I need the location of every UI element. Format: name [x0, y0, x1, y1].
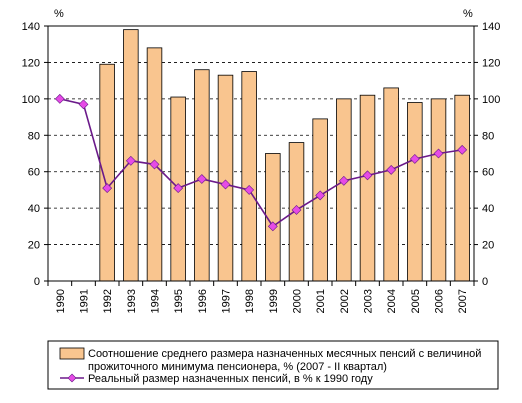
legend-bar-label-line-1: Соотношение среднего размера назначенных… [88, 348, 481, 360]
legend-bar-swatch [59, 347, 85, 360]
y-axis-left-tick-label: 100 [22, 94, 40, 106]
y-axis-left-tick-label: 80 [28, 130, 40, 142]
x-axis-tick-label: 2006 [434, 289, 446, 313]
y-axis-left-tick-label: 120 [22, 57, 40, 69]
y-axis-right-tick-label: 100 [482, 94, 500, 106]
line-point [362, 170, 373, 181]
x-axis-tick-label: 2002 [339, 289, 351, 313]
y-axis-right-tick-label: 60 [482, 167, 494, 179]
bar [359, 94, 376, 282]
line-point [386, 164, 397, 175]
line-point [244, 185, 255, 195]
line-point [78, 99, 89, 110]
x-axis-tick-label: 2000 [292, 289, 304, 313]
bar [217, 74, 234, 282]
y-axis-left-tick-label: 20 [28, 240, 40, 252]
line-point [433, 148, 444, 159]
line-point [409, 154, 420, 164]
y-axis-right-unit: % [463, 8, 473, 20]
line-point [173, 183, 184, 194]
line-point [457, 144, 468, 155]
y-axis-right-tick-label: 0 [482, 276, 488, 288]
y-axis-left-tick-label: 0 [34, 276, 40, 288]
x-axis-tick-label: 1990 [55, 289, 67, 313]
line-point [220, 179, 231, 190]
y-axis-right-tick-label: 120 [482, 57, 500, 69]
x-axis-tick-label: 1998 [244, 289, 256, 313]
y-axis-right-tick-label: 140 [482, 21, 500, 33]
bar-series [99, 29, 470, 282]
x-axis-tick-label: 1993 [126, 289, 138, 313]
line-point [149, 159, 160, 170]
x-axis-tick-label: 1999 [268, 289, 280, 313]
x-axis-tick-label: 2007 [457, 289, 469, 313]
axes: 0 20 40 60 80 100 120 140 0 20 40 60 80 100 120 140 1990… [22, 21, 501, 313]
y-axis-left-tick-label: 40 [28, 203, 40, 215]
x-axis-tick-label: 2005 [410, 289, 422, 313]
legend-box [47, 340, 499, 390]
x-axis-tick-label: 1994 [150, 289, 162, 313]
x-axis-tick-label: 1995 [173, 289, 185, 313]
legend: Соотношение среднего размера назначенных… [47, 340, 499, 390]
x-axis-tick-label: 1992 [102, 289, 114, 313]
x-axis-tick-label: 1996 [197, 289, 209, 313]
line-point [267, 221, 278, 232]
line-point [102, 183, 113, 194]
bar [454, 94, 470, 282]
legend-bar-label-line-2: прожиточного минимума пенсионера, % (200… [88, 361, 387, 373]
bar [430, 98, 447, 282]
line-point [338, 175, 349, 186]
x-axis-tick-label: 1997 [221, 289, 233, 313]
legend-line-marker [67, 373, 77, 383]
y-axis-left-tick-label: 140 [22, 21, 40, 33]
x-axis-tick-label: 2001 [315, 289, 327, 313]
x-axis-tick-label: 2003 [363, 289, 375, 313]
y-axis-right-tick-label: 80 [482, 130, 494, 142]
legend-line-label: Реальный размер назначенных пенсий, в % … [88, 373, 373, 385]
line-point [196, 174, 207, 184]
bar [336, 98, 352, 282]
x-axis-tick-label: 2004 [386, 289, 398, 313]
x-axis-tick-label: 1991 [79, 289, 91, 313]
line-point [125, 155, 136, 166]
line-point [315, 190, 326, 201]
bar [123, 29, 139, 282]
y-axis-left-tick-label: 60 [28, 167, 40, 179]
line-point [291, 205, 302, 215]
bar [407, 102, 423, 282]
y-axis-left-unit: % [54, 8, 64, 20]
line-point [54, 93, 65, 104]
line-series [54, 93, 468, 232]
y-axis-right-tick-label: 40 [482, 203, 494, 215]
bar [383, 87, 399, 282]
bar [241, 71, 257, 282]
y-axis-right-tick-label: 20 [482, 240, 494, 252]
line-path [59, 98, 463, 228]
